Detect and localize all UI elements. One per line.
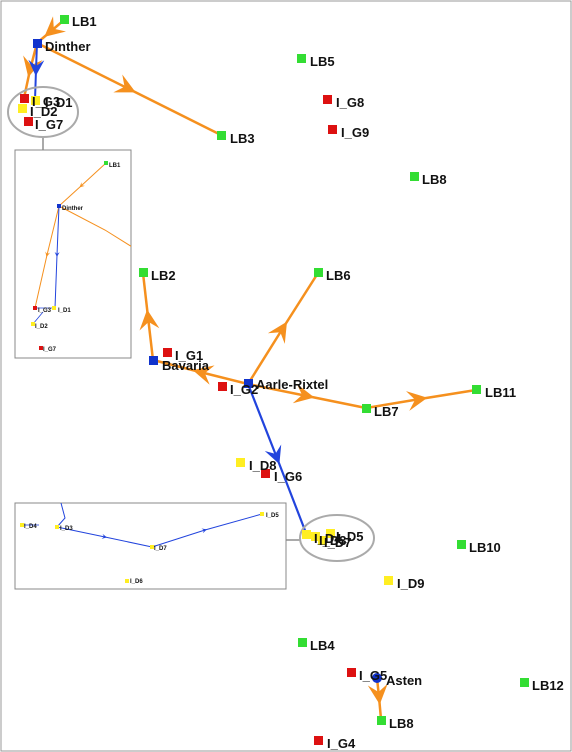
node-lb12[interactable] — [520, 678, 529, 687]
label-ig8: I_G8 — [336, 95, 364, 110]
node-id8[interactable] — [236, 458, 245, 467]
node-id3[interactable] — [311, 532, 320, 541]
label-ig3: I_G3 — [32, 94, 60, 109]
inset-label-ig7: I_G7 — [43, 347, 57, 353]
label-asten: Asten — [386, 673, 422, 688]
label-lb8-top: LB8 — [422, 172, 447, 187]
inset-label-lb1: LB1 — [109, 163, 121, 169]
inset-label-id6: I_D6 — [130, 579, 143, 585]
label-id2: I_D2 — [30, 104, 57, 119]
node-lb3[interactable] — [217, 131, 226, 140]
label-lb3: LB3 — [230, 131, 255, 146]
label-lb11: LB11 — [485, 385, 516, 400]
node-lb8-bottom[interactable] — [377, 716, 386, 725]
node-ig9[interactable] — [328, 125, 337, 134]
node-lb1[interactable] — [60, 15, 69, 24]
edge-dinther-lb3 — [36, 41, 222, 137]
label-lb12: LB12 — [532, 678, 564, 693]
edge-dinther-id1 — [28, 42, 45, 101]
label-id4: I_D4 — [314, 531, 342, 546]
node-asten[interactable] — [372, 673, 382, 683]
node-ig8[interactable] — [323, 95, 332, 104]
label-id7: I_D7 — [324, 535, 351, 550]
inset-label-id1: I_D1 — [58, 308, 71, 314]
node-lb2[interactable] — [139, 268, 148, 277]
node-lb11[interactable] — [472, 385, 481, 394]
label-id1: I_D1 — [45, 95, 72, 110]
inset-dinther: LB1 Dinther I_G3 I_D1 I_D2 I_G7 — [14, 149, 132, 359]
edge-asten-lb8 — [367, 677, 388, 720]
node-ig7[interactable] — [24, 117, 33, 126]
label-lb5: LB5 — [310, 54, 335, 69]
edge-bavaria-lb2 — [139, 272, 160, 361]
node-id7[interactable] — [318, 536, 327, 545]
node-aarle-rixtel[interactable] — [244, 379, 253, 388]
label-id8: I_D8 — [249, 458, 276, 473]
label-bavaria: Bavaria — [162, 358, 210, 373]
node-lb10[interactable] — [457, 540, 466, 549]
nodes — [18, 15, 529, 745]
label-ig1: I_G1 — [175, 348, 203, 363]
edge-aarle-lb6 — [246, 272, 320, 385]
callout-ellipse-aarle — [299, 514, 375, 562]
label-lb8-bottom: LB8 — [389, 716, 414, 731]
label-ig4: I_G4 — [327, 736, 356, 751]
label-id3: I_D3 — [319, 533, 346, 548]
node-id2[interactable] — [18, 104, 27, 113]
label-lb2: LB2 — [151, 268, 176, 283]
label-lb1: LB1 — [72, 14, 97, 29]
label-ig5: I_G5 — [359, 668, 387, 683]
node-ig3[interactable] — [20, 94, 29, 103]
label-id5: I_D5 — [336, 529, 363, 544]
label-ig9: I_G9 — [341, 125, 369, 140]
node-ig1[interactable] — [163, 348, 172, 357]
inset-label-id4: I_D4 — [24, 524, 37, 530]
inset-label-id5: I_D5 — [266, 513, 279, 519]
label-id9: I_D9 — [397, 576, 424, 591]
node-id9[interactable] — [384, 576, 393, 585]
node-ig5[interactable] — [347, 668, 356, 677]
edge-aarle-lb7 — [247, 382, 367, 410]
node-id1[interactable] — [31, 96, 40, 105]
node-lb5[interactable] — [297, 54, 306, 63]
node-id4[interactable] — [302, 530, 311, 539]
inset-label-dinther: Dinther — [62, 206, 84, 212]
inset-label-ig3: I_G3 — [38, 308, 52, 314]
label-dinther: Dinther — [45, 39, 91, 54]
node-lb6[interactable] — [314, 268, 323, 277]
label-aarle-rixtel: Aarle-Rixtel — [256, 377, 328, 392]
callout-ellipse-dinther — [7, 86, 79, 138]
node-ig4[interactable] — [314, 736, 323, 745]
node-lb8-top[interactable] — [410, 172, 419, 181]
edge-aarle-bavaria — [152, 358, 249, 386]
label-lb10: LB10 — [469, 540, 501, 555]
label-lb7: LB7 — [374, 404, 399, 419]
node-ig2[interactable] — [218, 382, 227, 391]
label-ig7: I_G7 — [35, 117, 63, 132]
node-bavaria[interactable] — [149, 356, 158, 365]
edges — [22, 16, 477, 720]
inset-aarle: I_D4 I_D3 I_D7 I_D5 I_D6 — [14, 502, 287, 590]
label-lb4: LB4 — [310, 638, 335, 653]
inset-label-id7: I_D7 — [154, 546, 167, 552]
node-lb4[interactable] — [298, 638, 307, 647]
labels: LB1 Dinther LB5 I_G8 I_G9 I_G3 I_D1 I_D2… — [30, 14, 564, 751]
label-ig6: I_G6 — [274, 469, 302, 484]
node-lb7[interactable] — [362, 404, 371, 413]
label-lb6: LB6 — [326, 268, 351, 283]
label-ig2: I_G2 — [230, 382, 258, 397]
inset-label-id2: I_D2 — [35, 324, 48, 330]
edge-lb7-lb11 — [365, 388, 477, 411]
node-id5[interactable] — [326, 529, 335, 538]
inset-label-id3: I_D3 — [60, 526, 73, 532]
node-dinther[interactable] — [33, 39, 42, 48]
edge-aarle-id4 — [246, 383, 308, 534]
node-ig6[interactable] — [261, 469, 270, 478]
